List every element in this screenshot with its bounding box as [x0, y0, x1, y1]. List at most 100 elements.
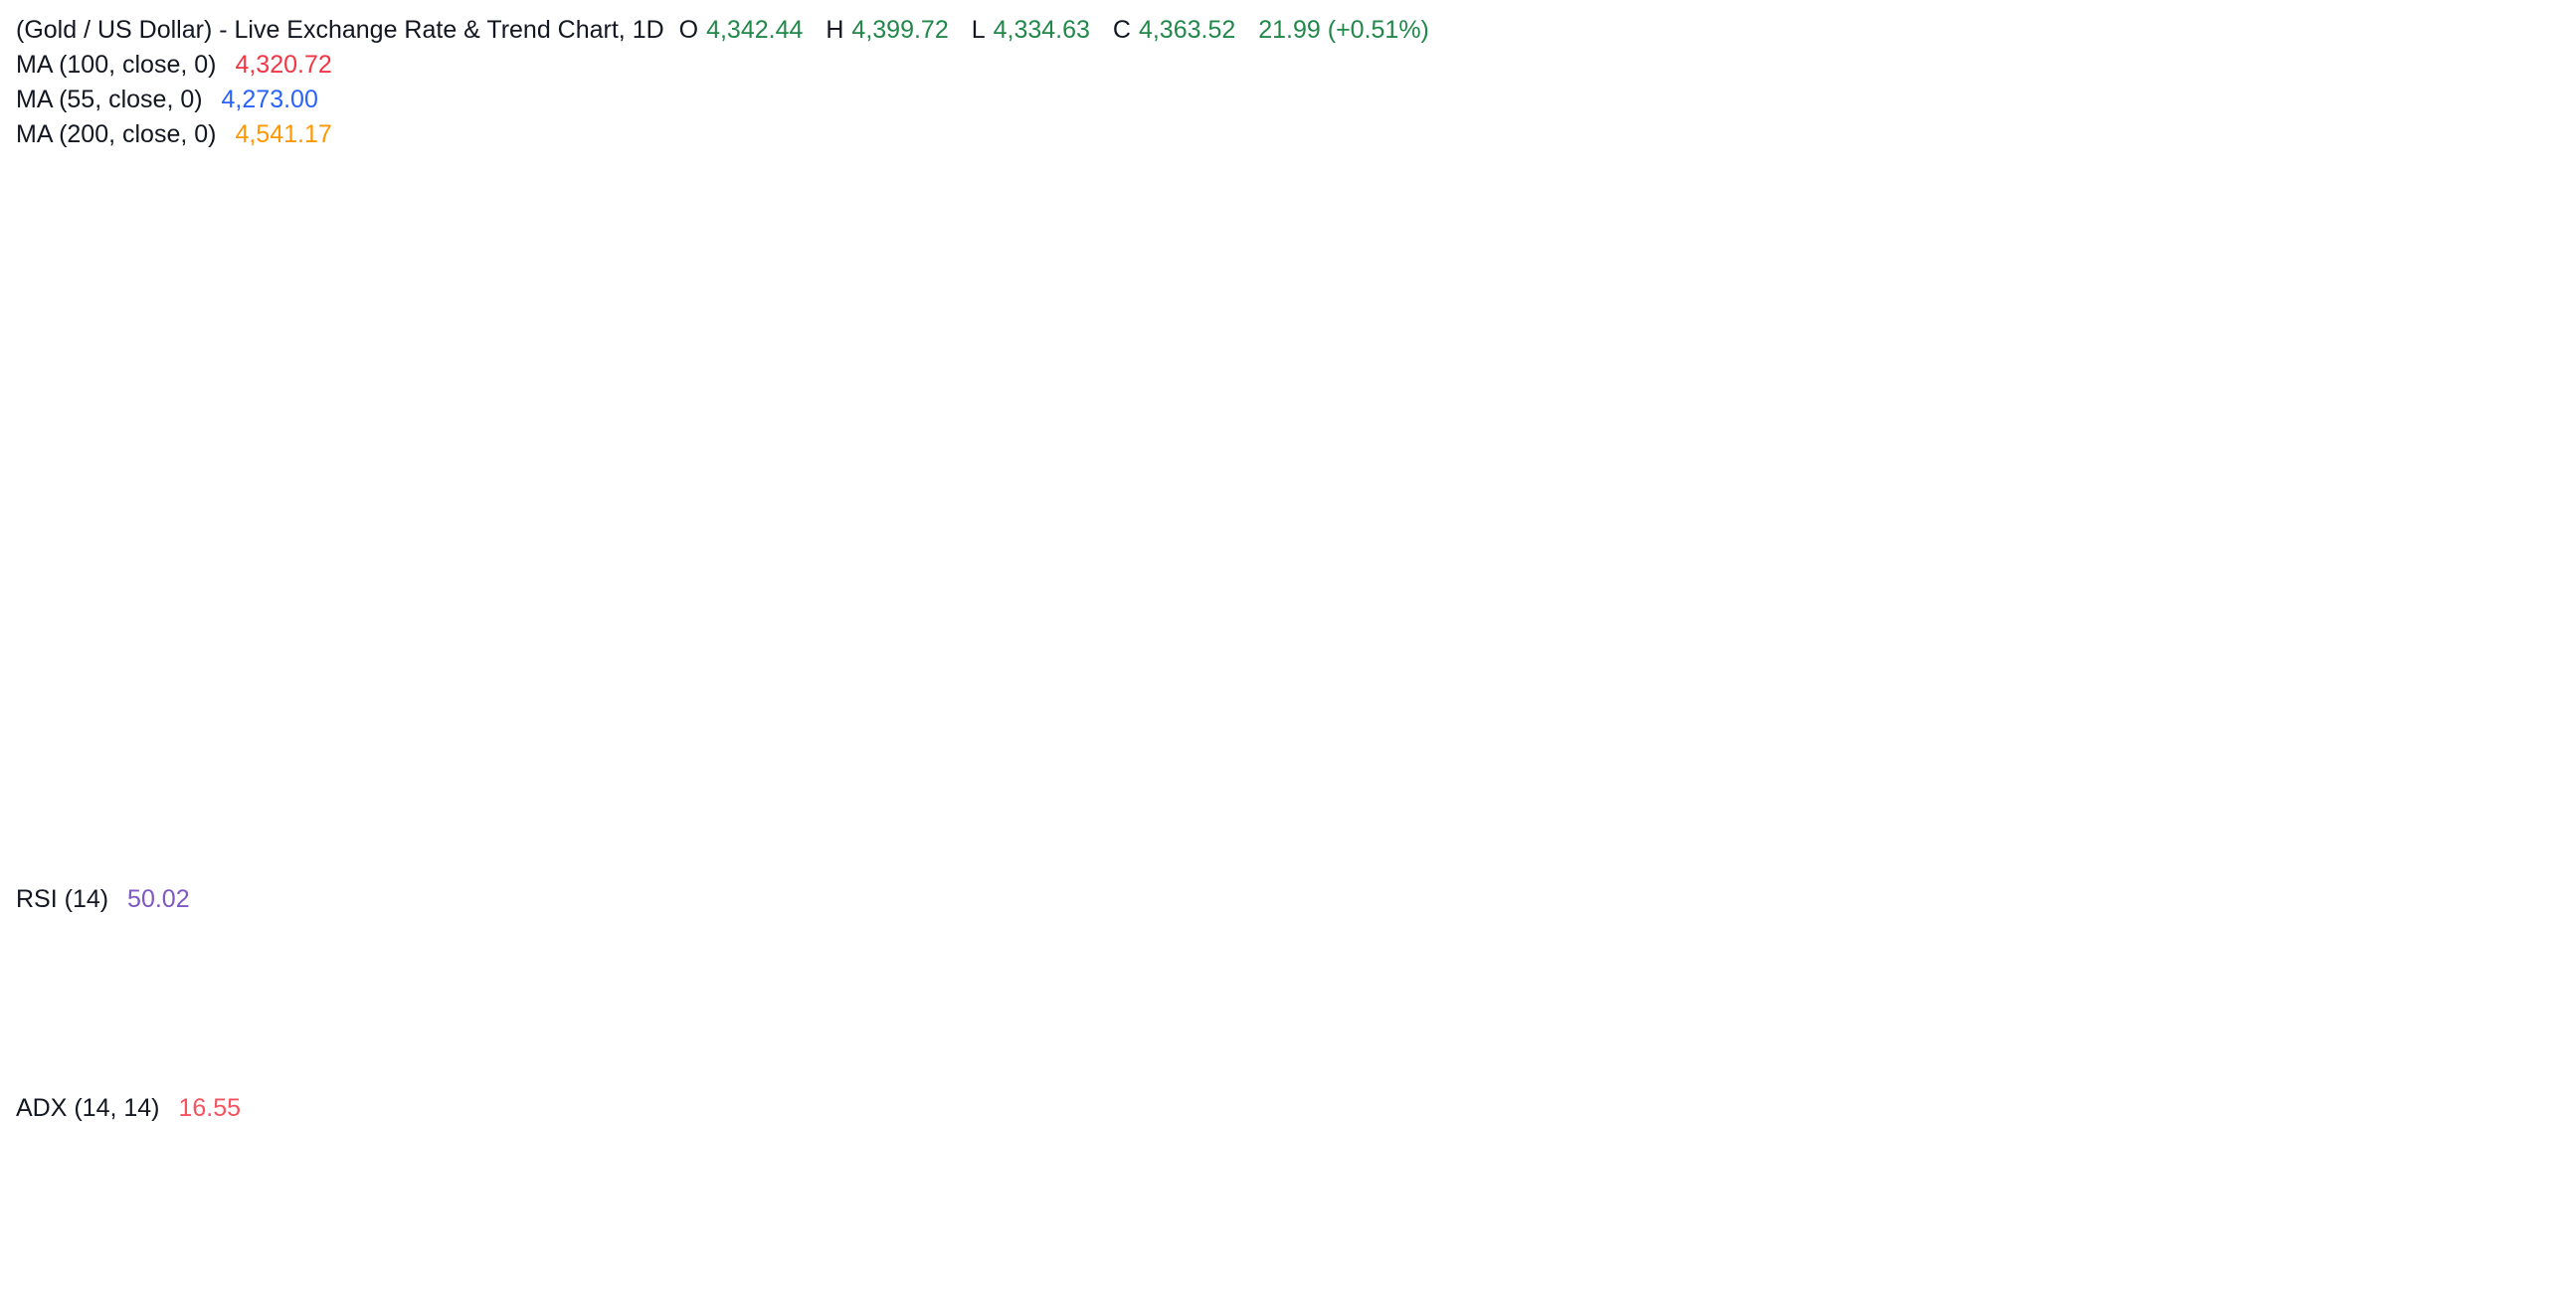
- candle-body: [1105, 508, 1116, 524]
- candle: [106, 392, 117, 459]
- candle-body: [1961, 319, 1972, 327]
- candle-body: [435, 218, 446, 226]
- time-axis-label: May: [527, 1236, 574, 1263]
- legend-ma55[interactable]: MA (55, close, 0) 4,273.00: [16, 86, 326, 114]
- candle-body: [1633, 675, 1644, 720]
- candle: [534, 297, 545, 342]
- candle: [1605, 683, 1616, 735]
- candle-body: [1091, 523, 1102, 575]
- candle-body: [949, 400, 960, 403]
- time-axis-label: 14: [2257, 1236, 2284, 1263]
- candle-body: [1363, 633, 1374, 676]
- legend-adx[interactable]: ADX (14, 14) 16.55: [16, 1094, 249, 1123]
- candle: [1363, 618, 1374, 684]
- candle-body: [1177, 618, 1188, 684]
- candle-body: [563, 290, 574, 371]
- candle: [635, 196, 645, 277]
- candle: [2062, 407, 2073, 495]
- candle-body: [621, 232, 632, 248]
- price-tick-label: 4,900.00: [2452, 82, 2544, 108]
- rsi-tick-label: 40.00: [2452, 986, 2511, 1013]
- legend-ma55-value: 4,273.00: [221, 86, 318, 113]
- candle-body: [1748, 472, 1758, 495]
- candle: [1234, 675, 1245, 750]
- candle-body: [2219, 484, 2230, 500]
- adx-tick-label: 40.00: [2452, 1083, 2511, 1110]
- candle: [691, 189, 702, 248]
- candle: [1676, 683, 1687, 720]
- candle: [21, 174, 32, 291]
- candle: [1876, 363, 1887, 379]
- candle-body: [1277, 741, 1288, 757]
- candle-body: [120, 407, 131, 480]
- candle-body: [863, 370, 873, 444]
- candle-body: [992, 436, 1003, 509]
- rsi-value-badge-label: 50.02: [2452, 955, 2511, 982]
- candle: [1534, 633, 1545, 720]
- candle-body: [2176, 523, 2187, 531]
- candle-body: [2118, 472, 2129, 495]
- candle: [648, 189, 659, 284]
- candle-body: [1734, 472, 1745, 517]
- candle-body: [1676, 697, 1687, 706]
- candle: [1091, 479, 1102, 582]
- legend-rsi[interactable]: RSI (14) 50.02: [16, 885, 198, 914]
- candle: [491, 240, 502, 327]
- candle: [2033, 378, 2044, 495]
- candle-body: [1006, 508, 1016, 511]
- candle: [1848, 429, 1859, 509]
- candle: [506, 283, 517, 371]
- candle: [349, 101, 360, 182]
- candle: [1434, 712, 1444, 764]
- legend-ma100[interactable]: MA (100, close, 0) 4,320.72: [16, 51, 340, 80]
- candle-body: [2161, 523, 2172, 531]
- candle-body: [1662, 697, 1673, 706]
- candle-body: [1491, 741, 1502, 771]
- ohlc-high: H 4,399.72: [826, 16, 949, 44]
- candle-body: [848, 319, 859, 371]
- candle: [1734, 472, 1745, 531]
- ma55-line: [11, 68, 2225, 627]
- candle: [1048, 581, 1059, 728]
- candle-body: [2133, 472, 2144, 509]
- candle-body: [963, 400, 974, 403]
- candle: [563, 276, 574, 379]
- candle: [35, 254, 46, 408]
- candle: [1691, 559, 1702, 713]
- candle-body: [1134, 552, 1145, 597]
- candle: [1976, 297, 1987, 444]
- candle-body: [491, 240, 502, 313]
- candle-body: [792, 326, 803, 393]
- time-axis-label: 14: [1880, 1236, 1907, 1263]
- candle-body: [1776, 458, 1787, 473]
- candle-body: [1405, 661, 1416, 684]
- candle: [221, 145, 232, 277]
- candle: [806, 326, 817, 401]
- candle-body: [506, 312, 517, 349]
- candle-body: [1548, 661, 1559, 691]
- candle-body: [648, 211, 659, 241]
- time-axis-label: Jun: [904, 1236, 947, 1263]
- legend-rsi-value: 50.02: [127, 885, 190, 913]
- candle: [206, 181, 217, 357]
- candle-body: [877, 407, 888, 444]
- candle: [734, 254, 745, 364]
- candle: [1448, 705, 1459, 742]
- candle-body: [534, 312, 545, 320]
- candle-body: [1505, 741, 1516, 750]
- candle-body: [1576, 690, 1587, 698]
- candle: [50, 370, 61, 509]
- adx-value-badge-label: 16.55: [2452, 1199, 2511, 1225]
- candle: [435, 189, 446, 241]
- candle: [1277, 719, 1288, 786]
- candle-body: [477, 225, 488, 241]
- legend-ma200[interactable]: MA (200, close, 0) 4,541.17: [16, 120, 340, 149]
- candle-body: [1590, 697, 1601, 728]
- candle: [1720, 508, 1730, 590]
- candle-body: [1805, 479, 1816, 495]
- candle-body: [64, 494, 75, 497]
- candle-body: [306, 203, 317, 233]
- candle: [1320, 625, 1331, 684]
- price-tick-label: 4,700.00: [2452, 227, 2544, 254]
